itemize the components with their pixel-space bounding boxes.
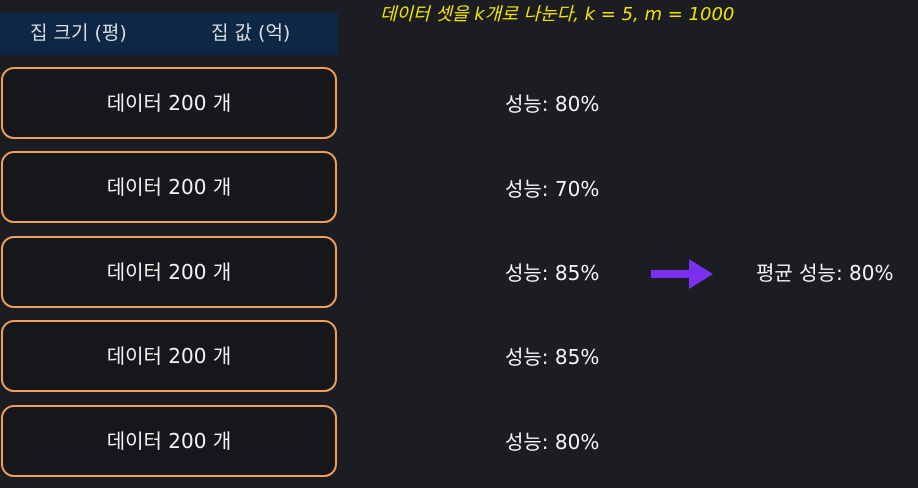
fold-score-1: 성능: 80% <box>505 92 600 116</box>
fold-score-5: 성능: 80% <box>505 430 600 454</box>
fold-label: 데이터 200 개 <box>106 344 232 368</box>
fold-label: 데이터 200 개 <box>106 429 232 453</box>
header-house-price: 집 값 (억) <box>211 22 291 44</box>
average-score: 평균 성능: 80% <box>756 261 894 285</box>
fold-box-5: 데이터 200 개 <box>1 405 337 477</box>
fold-box-3: 데이터 200 개 <box>1 236 337 308</box>
fold-score-2: 성능: 70% <box>505 177 600 201</box>
fold-box-1: 데이터 200 개 <box>1 67 337 139</box>
fold-label: 데이터 200 개 <box>106 91 232 115</box>
fold-box-2: 데이터 200 개 <box>1 151 337 223</box>
fold-score-3: 성능: 85% <box>505 261 600 285</box>
fold-score-4: 성능: 85% <box>505 345 600 369</box>
header-house-size: 집 크기 (평) <box>30 22 127 44</box>
table-header: 집 크기 (평) 집 값 (억) <box>0 12 338 55</box>
fold-label: 데이터 200 개 <box>106 260 232 284</box>
handwritten-annotation: 데이터 셋을 k개로 나눈다, k = 5, m = 1000 <box>380 4 735 25</box>
fold-label: 데이터 200 개 <box>106 175 232 199</box>
fold-box-4: 데이터 200 개 <box>1 320 337 392</box>
right-arrow-icon <box>651 259 713 289</box>
